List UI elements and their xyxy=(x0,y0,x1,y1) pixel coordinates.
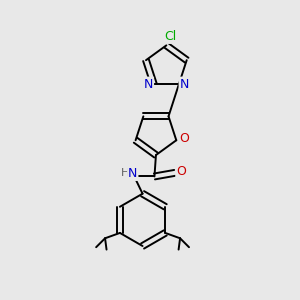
Text: Cl: Cl xyxy=(164,30,176,43)
Text: N: N xyxy=(144,78,153,91)
Text: H: H xyxy=(121,169,130,178)
Text: N: N xyxy=(128,167,137,180)
Text: O: O xyxy=(176,165,186,178)
Text: O: O xyxy=(180,132,190,145)
Text: N: N xyxy=(180,78,189,91)
